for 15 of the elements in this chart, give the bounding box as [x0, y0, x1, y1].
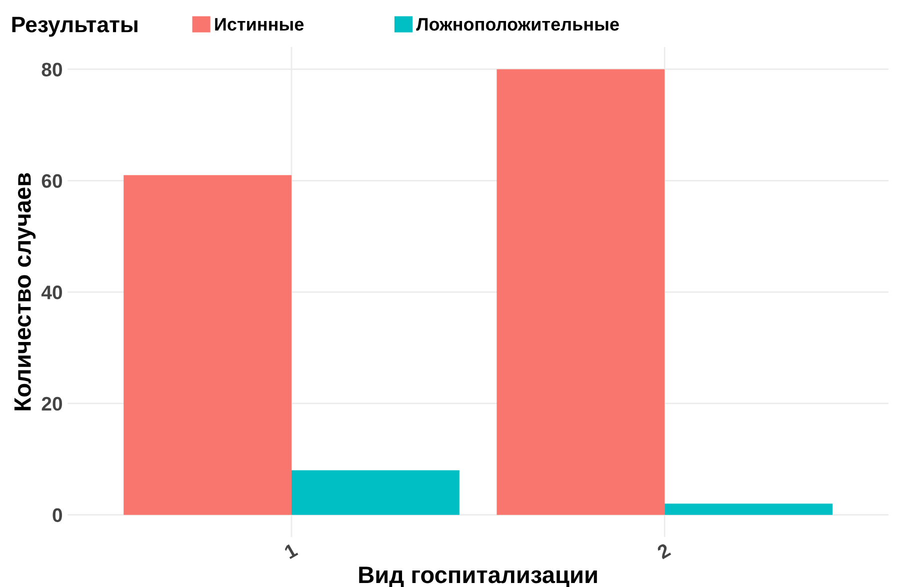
- y-tick-label: 0: [52, 508, 62, 522]
- bar: [292, 470, 460, 515]
- bar: [496, 69, 665, 515]
- y-axis-title: Количество случаев: [14, 173, 36, 410]
- y-tick-label: 60: [42, 174, 62, 188]
- legend-label: Ложноположительные: [416, 18, 619, 31]
- legend-title: Результаты: [12, 16, 138, 37]
- x-tick-label: 2: [656, 542, 672, 560]
- bar: [664, 504, 833, 515]
- x-tick-label: 1: [284, 542, 298, 559]
- y-tick-label: 40: [41, 286, 62, 300]
- legend-label: Истинные: [215, 18, 304, 31]
- y-tick-label: 80: [42, 62, 62, 76]
- y-tick-label: 20: [42, 396, 62, 411]
- bar: [124, 175, 292, 515]
